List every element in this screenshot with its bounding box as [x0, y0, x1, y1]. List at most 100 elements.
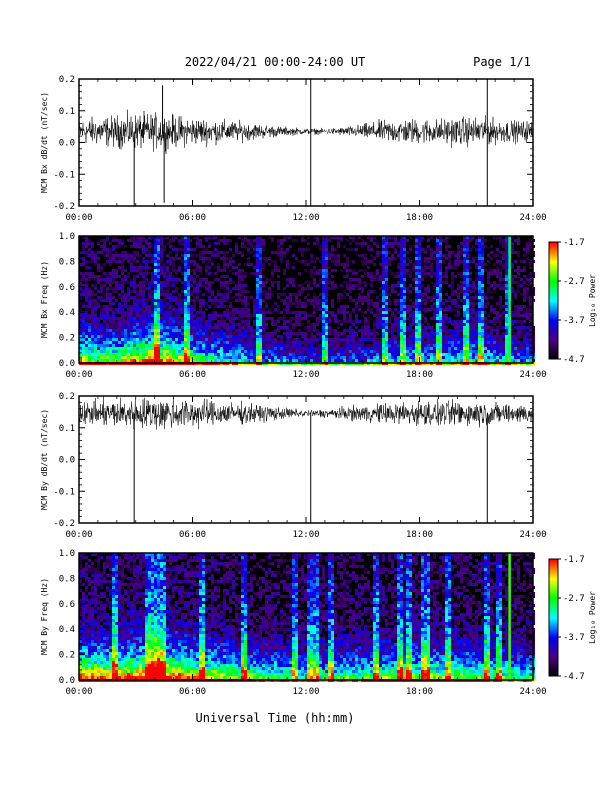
spectrogram-cell: [367, 338, 370, 341]
spectrogram-cell: [418, 341, 421, 344]
spectrogram-cell: [394, 356, 397, 359]
spectrogram-cell: [487, 356, 490, 359]
spectrogram-cell: [487, 347, 490, 350]
spectrogram-cell: [247, 323, 250, 326]
spectrogram-cell: [364, 344, 367, 347]
spectrogram-cell: [106, 332, 109, 335]
spectrogram-cell: [451, 350, 454, 353]
spectrogram-cell: [214, 314, 217, 317]
spectrogram-cell: [130, 263, 133, 266]
spectrogram-cell: [124, 356, 127, 359]
spectrogram-cell: [370, 248, 373, 251]
spectrogram-cell: [94, 320, 97, 323]
spectrogram-cell: [145, 326, 148, 329]
spectrogram-cell: [157, 272, 160, 275]
spectrogram-cell: [490, 311, 493, 314]
spectrogram-cell: [199, 326, 202, 329]
spectrogram-cell: [511, 242, 514, 245]
spectrogram-cell: [466, 239, 469, 242]
spectrogram-cell: [382, 356, 385, 359]
spectrogram-cell: [523, 356, 526, 359]
spectrogram-cell: [112, 320, 115, 323]
spectrogram-cell: [385, 338, 388, 341]
spectrogram-cell: [328, 338, 331, 341]
spectrogram-cell: [346, 359, 349, 362]
spectrogram-cell: [136, 323, 139, 326]
spectrogram-cell: [100, 347, 103, 350]
spectrogram-cell: [397, 293, 400, 296]
spectrogram-cell: [259, 338, 262, 341]
spectrogram-cell: [91, 350, 94, 353]
spectrogram-cell: [145, 323, 148, 326]
spectrogram-cell: [523, 269, 526, 272]
spectrogram-cell: [241, 332, 244, 335]
spectrogram-cell: [493, 329, 496, 332]
spectrogram-cell: [196, 320, 199, 323]
spectrogram-cell: [145, 299, 148, 302]
spectrogram-cell: [475, 332, 478, 335]
spectrogram-cell: [358, 281, 361, 284]
spectrogram-cell: [100, 248, 103, 251]
spectrogram-cell: [436, 257, 439, 260]
spectrogram-cell: [478, 299, 481, 302]
spectrogram-cell: [205, 272, 208, 275]
spectrogram-cell: [514, 311, 517, 314]
spectrogram-cell: [79, 251, 82, 254]
spectrogram-cell: [217, 359, 220, 362]
spectrogram-cell: [220, 257, 223, 260]
spectrogram-cell: [127, 350, 130, 353]
spectrogram-cell: [505, 341, 508, 344]
spectrogram-cell: [238, 236, 241, 239]
spectrogram-cell: [388, 317, 391, 320]
spectrogram-cell: [100, 284, 103, 287]
spectrogram-cell: [322, 347, 325, 350]
spectrogram-cell: [196, 299, 199, 302]
spectrogram-cell: [367, 326, 370, 329]
spectrogram-cell: [127, 353, 130, 356]
spectrogram-cell: [310, 287, 313, 290]
spectrogram-cell: [373, 263, 376, 266]
spectrogram-cell: [127, 287, 130, 290]
spectrogram-cell: [346, 266, 349, 269]
spectrogram-cell: [121, 281, 124, 284]
spectrogram-cell: [481, 245, 484, 248]
spectrogram-cell: [199, 272, 202, 275]
spectrogram-cell: [217, 344, 220, 347]
spectrogram-cell: [481, 275, 484, 278]
spectrogram-cell: [121, 350, 124, 353]
spectrogram-cell: [526, 275, 529, 278]
spectrogram-cell: [415, 236, 418, 239]
spectrogram-cell: [505, 260, 508, 263]
spectrogram-cell: [283, 350, 286, 353]
spectrogram-cell: [205, 338, 208, 341]
spectrogram-cell: [142, 305, 145, 308]
spectrogram-cell: [361, 314, 364, 317]
spectrogram-cell: [115, 335, 118, 338]
spectrogram-cell: [160, 263, 163, 266]
spectrogram-cell: [376, 254, 379, 257]
spectrogram-cell: [157, 350, 160, 353]
spectrogram-cell: [526, 257, 529, 260]
spectrogram-cell: [91, 257, 94, 260]
spectrogram-cell: [436, 341, 439, 344]
spectrogram-cell: [181, 350, 184, 353]
spectrogram-cell: [367, 275, 370, 278]
spectrogram-cell: [523, 296, 526, 299]
spectrogram-cell: [115, 353, 118, 356]
spectrogram-cell: [355, 320, 358, 323]
spectrogram-cell: [193, 341, 196, 344]
spectrogram-cell: [265, 323, 268, 326]
spectrogram-cell: [145, 260, 148, 263]
spectrogram-cell: [178, 320, 181, 323]
spectrogram-cell: [121, 239, 124, 242]
spectrogram-cell: [337, 350, 340, 353]
spectrogram-cell: [226, 281, 229, 284]
spectrogram-cell: [175, 236, 178, 239]
spectrogram-cell: [91, 344, 94, 347]
spectrogram-cell: [193, 290, 196, 293]
spectrogram-cell: [445, 305, 448, 308]
spectrogram-cell: [505, 320, 508, 323]
spectrogram-cell: [328, 332, 331, 335]
spectrogram-cell: [376, 296, 379, 299]
spectrogram-cell: [238, 290, 241, 293]
